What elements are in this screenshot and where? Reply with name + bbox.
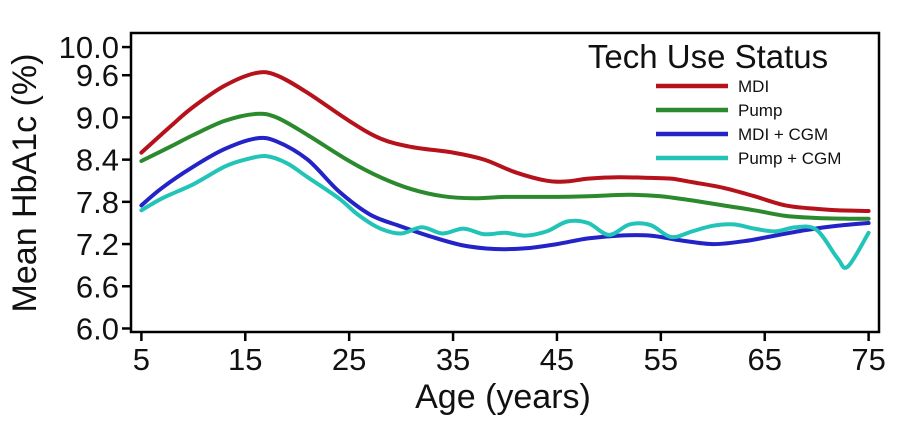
series-lines [139,70,871,270]
series-line-pump-cgm [139,154,871,270]
legend-label-mdi-cgm: MDI + CGM [738,125,828,144]
y-axis: 6.0 6.6 7.2 7.8 8.4 9.0 9.610.0 [59,30,131,346]
legend: Tech Use Status MDI Pump MDI + CGM Pump + C… [588,38,842,168]
y-tick-label: 6.6 [76,269,119,304]
x-tick-label: 35 [436,342,470,377]
y-tick-label: 7.2 [76,227,119,262]
x-axis: 5 15 25 35 45 55 65 75 [133,332,886,377]
x-tick-label: 15 [228,342,262,377]
legend-title: Tech Use Status [588,38,828,75]
x-tick-label: 5 [133,342,150,377]
x-tick-label: 65 [747,342,781,377]
legend-items: MDI Pump MDI + CGM Pump + CGM [656,77,841,168]
legend-label-pump-cgm: Pump + CGM [738,149,841,168]
y-tick-label: 9.0 [76,100,119,135]
y-tick-label: 10.0 [59,30,119,65]
plot-frame [129,31,881,334]
x-tick-label: 75 [851,342,885,377]
x-tick-label: 55 [644,342,678,377]
series-line-mdi [139,70,871,213]
y-tick-label: 8.4 [76,143,119,178]
series-line-pump [139,111,871,221]
x-axis-title: Age (years) [415,378,591,416]
y-axis-title: Mean HbA1c (%) [6,54,44,313]
series-line-mdi-cgm [139,135,871,252]
y-tick-label: 7.8 [76,185,119,220]
y-tick-label: 9.6 [76,58,119,93]
y-tick-label: 6.0 [76,311,119,346]
legend-label-pump: Pump [738,101,782,120]
x-tick-label: 45 [540,342,574,377]
legend-label-mdi: MDI [738,77,769,96]
x-tick-label: 25 [332,342,366,377]
